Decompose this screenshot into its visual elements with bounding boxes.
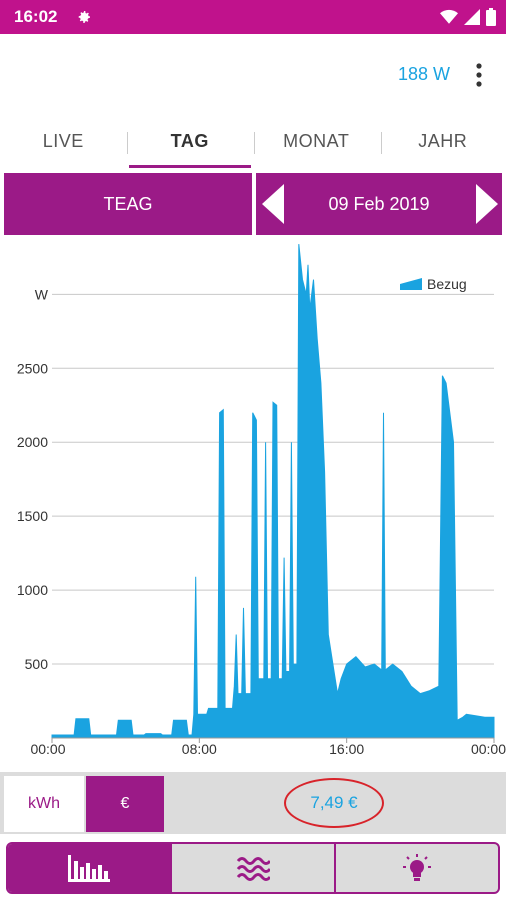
x-tick-label: 00:00: [30, 741, 65, 757]
wifi-icon: [440, 9, 458, 24]
y-tick-label: 500: [25, 656, 49, 672]
nav-chart-button[interactable]: [8, 844, 170, 892]
nav-waves-button[interactable]: [170, 844, 334, 892]
next-day-icon[interactable]: [476, 184, 498, 224]
signal-icon: [464, 9, 480, 25]
status-icons: [440, 8, 496, 26]
tab-live[interactable]: LIVE: [42, 131, 84, 151]
series-area: [51, 244, 495, 739]
legend-swatch: [400, 278, 422, 290]
provider-button[interactable]: TEAG: [4, 173, 252, 235]
more-vert-icon[interactable]: [474, 62, 484, 88]
tab-divider: [254, 132, 255, 154]
tab-divider: [381, 132, 382, 154]
date-selector: 09 Feb 2019: [256, 173, 502, 235]
status-bar: 16:02: [0, 0, 506, 34]
y-tick-label: 2500: [17, 360, 48, 376]
x-tick-label: 08:00: [182, 741, 217, 757]
y-tick-label: 1500: [17, 508, 48, 524]
battery-icon: [486, 8, 496, 26]
period-tabs: LIVE TAG MONAT JAHR: [0, 120, 506, 170]
tab-divider: [127, 132, 128, 154]
total-cost: 7,49 €: [284, 778, 384, 828]
waves-icon: [236, 857, 270, 881]
tab-tag[interactable]: TAG: [127, 120, 254, 170]
selector-bar: TEAG 09 Feb 2019: [4, 173, 502, 235]
y-tick-label: 2000: [17, 434, 48, 450]
legend-label: Bezug: [427, 276, 467, 292]
tab-monat[interactable]: MONAT: [283, 131, 350, 151]
unit-toggle-row: kWh € 7,49 €: [0, 772, 506, 834]
bar-chart-icon: [68, 855, 110, 882]
bottom-nav: [6, 842, 500, 894]
gear-icon: [78, 11, 90, 23]
lightbulb-icon: [403, 854, 431, 881]
nav-tips-button[interactable]: [334, 844, 498, 892]
kwh-button[interactable]: kWh: [4, 776, 84, 832]
y-axis-label: W: [35, 286, 49, 302]
app-bar: 188 W: [0, 34, 506, 120]
status-time: 16:02: [14, 7, 58, 26]
selected-date[interactable]: 09 Feb 2019: [328, 194, 430, 214]
y-tick-label: 1000: [17, 582, 48, 598]
tab-jahr[interactable]: JAHR: [418, 131, 468, 151]
x-tick-label: 00:00: [471, 741, 506, 757]
x-tick-label: 16:00: [329, 741, 364, 757]
current-power: 188 W: [397, 64, 450, 84]
euro-button[interactable]: €: [86, 776, 164, 832]
prev-day-icon[interactable]: [262, 184, 284, 224]
consumption-chart: 500 1000 1500 2000 2500 W 00:00 08:00 16:00 00:00…: [17, 244, 506, 757]
